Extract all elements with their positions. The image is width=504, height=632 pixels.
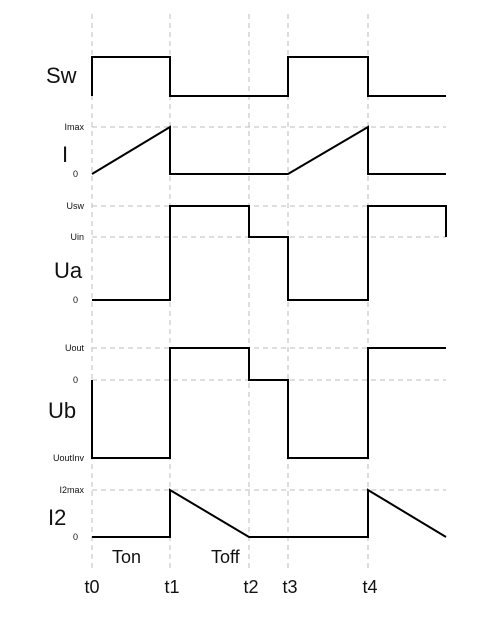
- level-label-uin: Uin: [70, 232, 84, 242]
- level-label-ub-zero: 0: [73, 375, 78, 385]
- level-label-usw: Usw: [67, 201, 85, 211]
- signal-label-ua: Ua: [54, 258, 83, 283]
- level-label-i2max: I2max: [59, 485, 84, 495]
- level-label-i-zero: 0: [73, 169, 78, 179]
- ub-waveform: [91, 347, 446, 459]
- time-label-t0: t0: [84, 577, 99, 597]
- signal-label-i2: I2: [48, 505, 66, 530]
- i-waveform: [91, 125, 446, 175]
- sw-waveform: [91, 56, 446, 97]
- level-label-uoutinv: UoutInv: [53, 453, 85, 463]
- time-label-t1: t1: [164, 577, 179, 597]
- phase-label-toff: Toff: [211, 547, 241, 567]
- time-label-t4: t4: [362, 577, 377, 597]
- ua-waveform: [92, 205, 447, 301]
- signal-label-ub: Ub: [48, 398, 76, 423]
- level-label-i2-zero: 0: [73, 532, 78, 542]
- time-guides: [91, 14, 369, 572]
- time-label-t2: t2: [243, 577, 258, 597]
- signal-label-sw: Sw: [46, 63, 77, 88]
- level-guides: [92, 126, 446, 491]
- signal-label-i: I: [62, 142, 68, 167]
- time-label-t3: t3: [282, 577, 297, 597]
- i2-waveform: [92, 488, 447, 538]
- level-label-imax: Imax: [64, 122, 84, 132]
- level-label-ua-zero: 0: [73, 295, 78, 305]
- phase-label-ton: Ton: [112, 547, 141, 567]
- level-label-uout: Uout: [65, 343, 85, 353]
